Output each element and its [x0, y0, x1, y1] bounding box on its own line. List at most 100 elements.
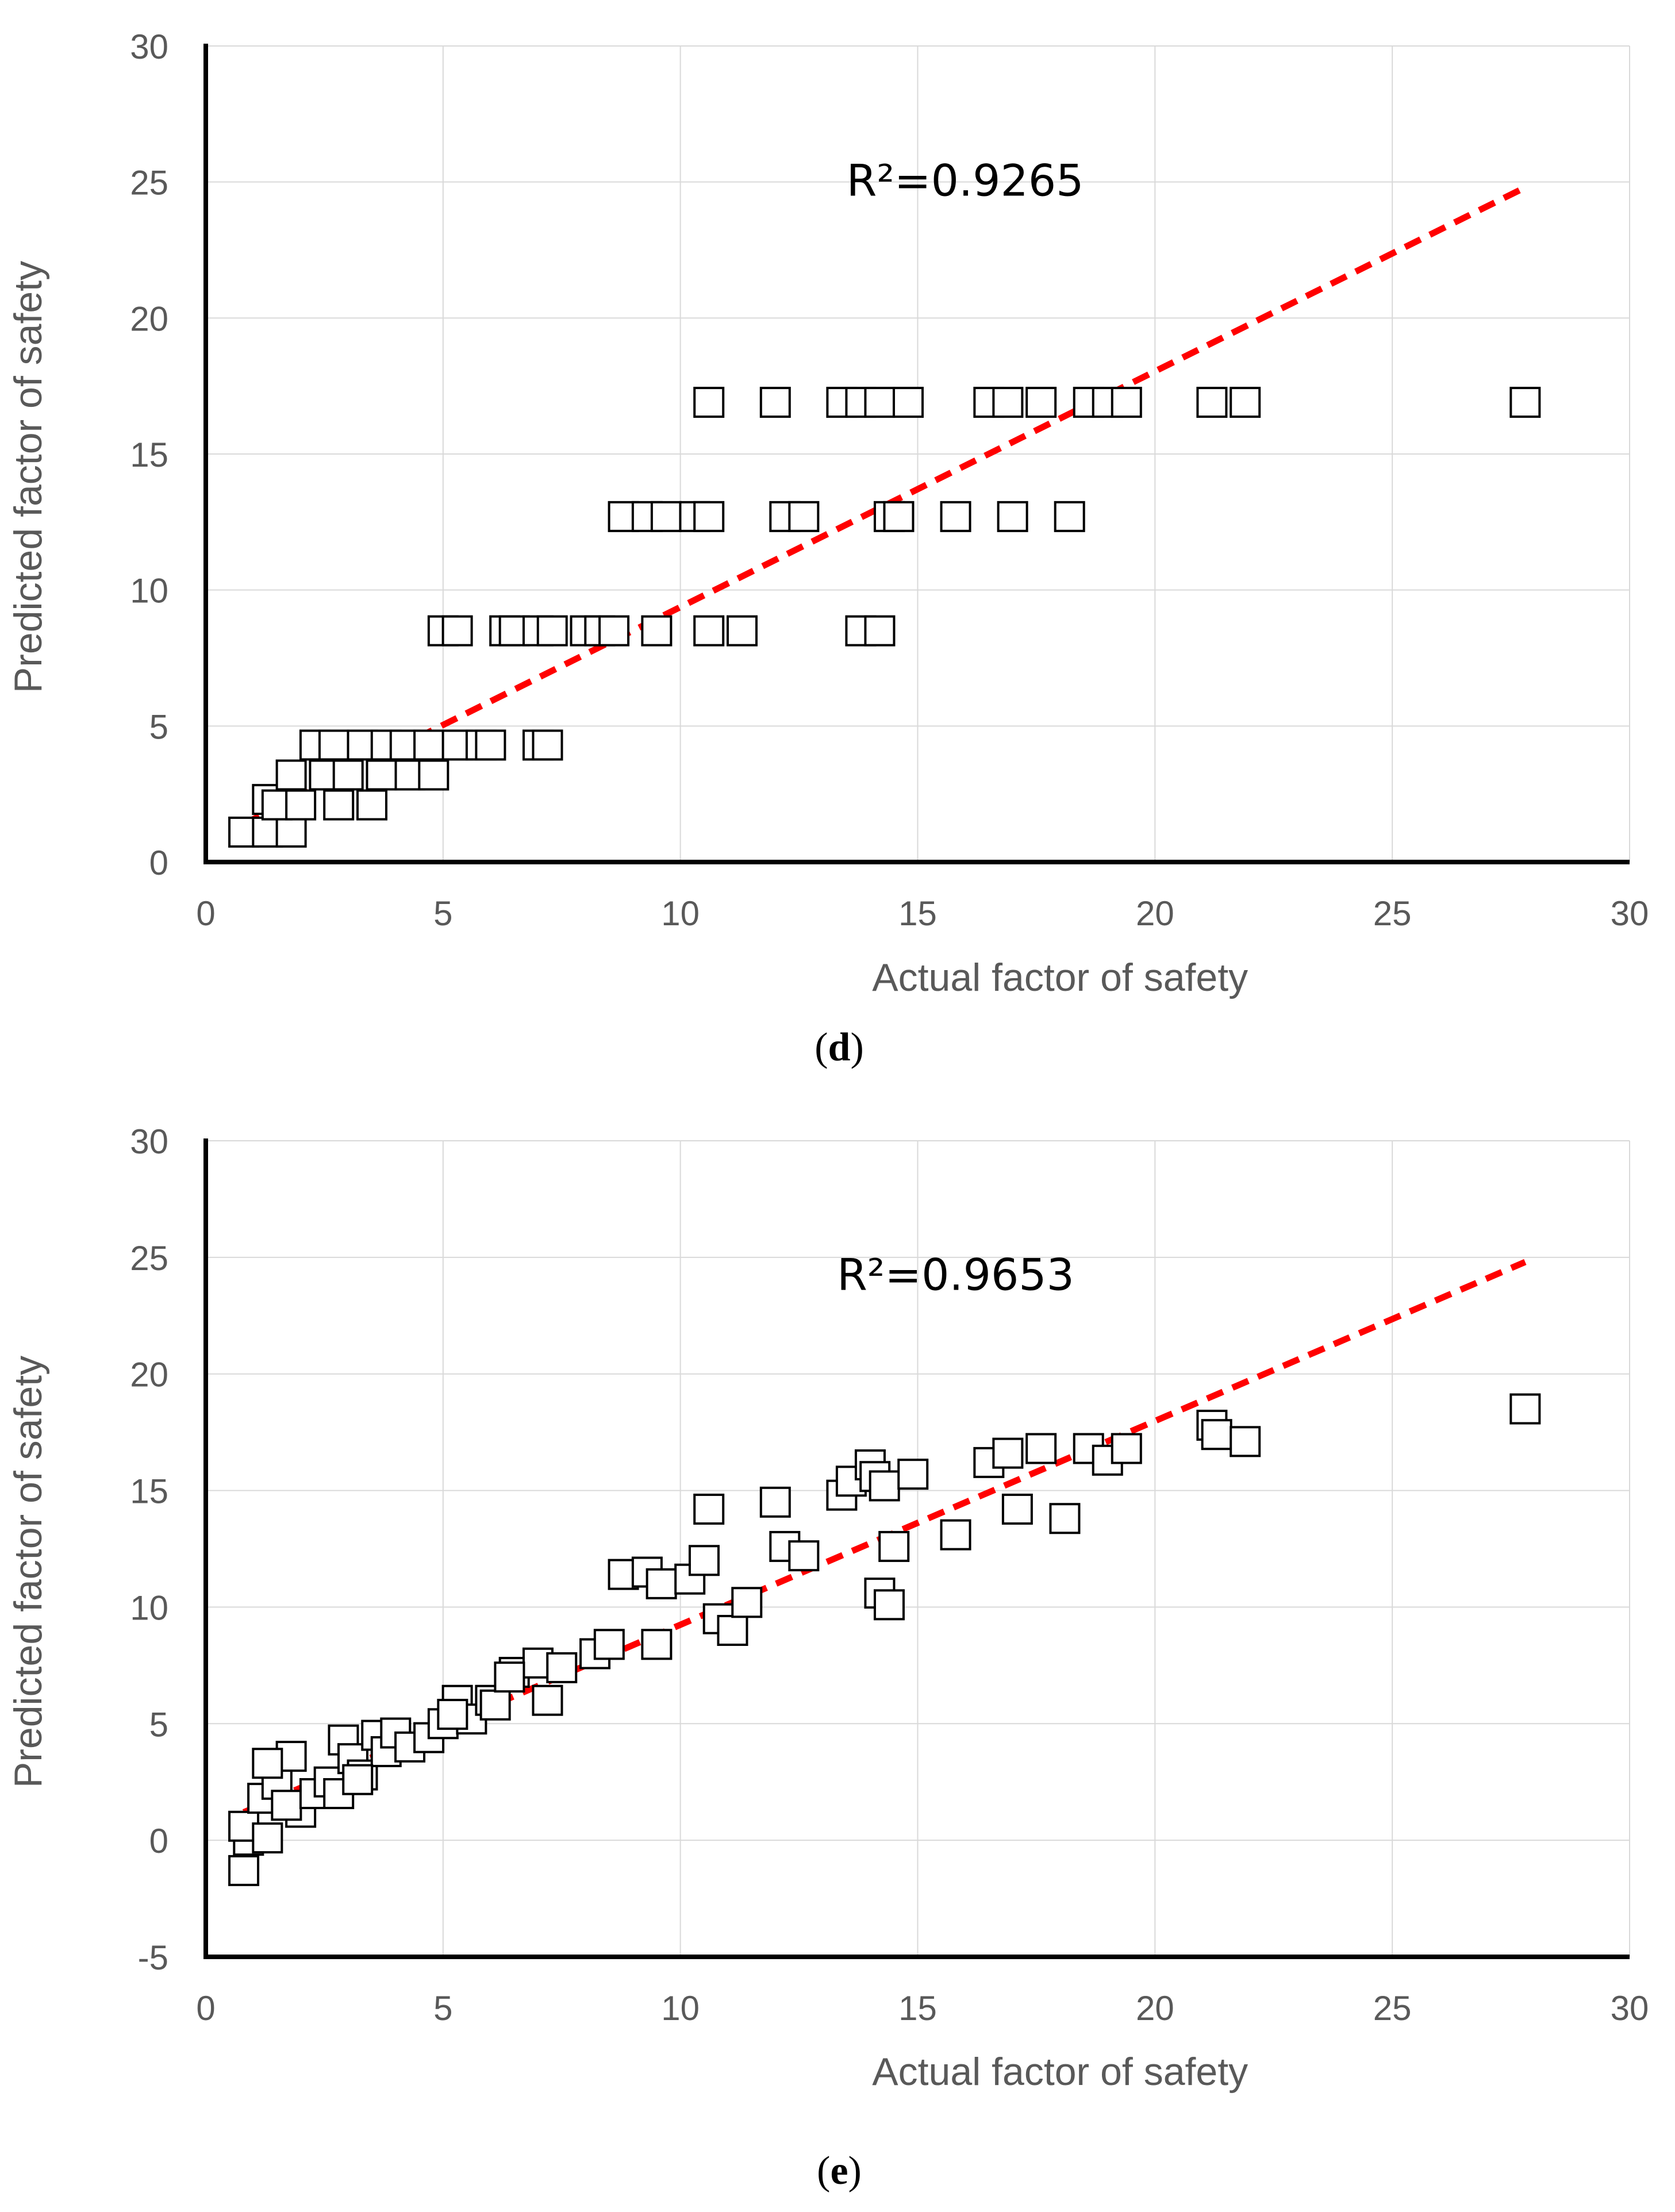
y-axis-title: Predicted factor of safety: [6, 261, 50, 693]
x-tick-label: 30: [1611, 1989, 1649, 2028]
data-point: [646, 1568, 677, 1599]
x-tick-label: 10: [661, 894, 700, 933]
data-point: [693, 501, 725, 532]
data-point: [271, 1790, 302, 1821]
data-point: [1025, 387, 1057, 418]
data-point: [997, 501, 1028, 532]
y-tick-label: 30: [130, 28, 168, 66]
data-point: [940, 1519, 971, 1551]
data-points: [228, 387, 1541, 848]
y-tick-label: 30: [130, 1122, 168, 1161]
data-point: [532, 1684, 563, 1716]
panel-caption: (e): [817, 2149, 862, 2193]
data-point: [788, 1540, 820, 1572]
data-point: [878, 1530, 910, 1562]
data-point: [1054, 501, 1085, 532]
data-point: [437, 1699, 468, 1730]
tick-labels: 0 5 10 15 20 25 30 0 5 10 15 20 25 30: [130, 28, 1649, 933]
data-point: [418, 759, 450, 791]
data-point: [992, 1437, 1024, 1469]
data-point: [897, 1459, 929, 1490]
axes: [203, 44, 1630, 864]
data-point: [275, 759, 307, 791]
data-point: [873, 1589, 905, 1621]
y-axis-title: Predicted factor of safety: [6, 1356, 50, 1788]
data-point: [441, 615, 473, 647]
x-tick-label: 15: [898, 1989, 937, 2028]
x-tick-label: 5: [433, 894, 452, 933]
data-point: [641, 615, 673, 647]
trendline: [242, 184, 1527, 827]
data-point: [883, 501, 915, 532]
data-point: [731, 1587, 763, 1618]
chart-panel-d: 0 5 10 15 20 25 30 0 5 10 15 20 25 30 R²=0.9265 Actua…: [6, 28, 1649, 1070]
data-points: [228, 1393, 1541, 1886]
x-tick-label: 10: [661, 1989, 700, 2028]
data-point: [940, 501, 971, 532]
data-point: [788, 501, 820, 532]
x-axis-title: Actual factor of safety: [872, 2050, 1248, 2094]
data-point: [475, 729, 506, 761]
y-tick-label: 0: [149, 1822, 168, 1860]
data-point: [546, 1652, 578, 1683]
data-point: [598, 615, 630, 647]
x-tick-label: 5: [433, 1989, 452, 2028]
data-point: [494, 1661, 525, 1693]
tick-labels: 0 5 10 15 20 25 30 -5 0 5 10 15 20 25 30: [130, 1122, 1649, 2028]
data-point: [1111, 1433, 1142, 1464]
data-point: [759, 387, 791, 418]
data-point: [228, 1855, 260, 1886]
data-point: [641, 1629, 673, 1660]
y-tick-label: 5: [149, 707, 168, 746]
data-point: [413, 729, 445, 761]
data-point: [693, 387, 725, 418]
y-tick-label: 20: [130, 1356, 168, 1394]
data-point: [869, 1470, 900, 1502]
data-point: [992, 387, 1024, 418]
x-axis-title: Actual factor of safety: [872, 956, 1248, 999]
data-point: [366, 759, 397, 791]
chart-panel-e: 0 5 10 15 20 25 30 -5 0 5 10 15 20 25 30 R²=0.9653 Act…: [6, 1122, 1649, 2193]
x-tick-label: 20: [1136, 1989, 1174, 2028]
x-tick-label: 25: [1373, 1989, 1412, 2028]
data-point: [532, 729, 563, 761]
x-tick-label: 25: [1373, 894, 1412, 933]
panel-caption-letter: d: [828, 1025, 851, 1070]
data-point: [717, 1615, 748, 1646]
y-tick-label: 25: [130, 1239, 168, 1278]
data-point: [650, 501, 682, 532]
data-point: [536, 615, 568, 647]
data-point: [252, 1822, 283, 1854]
data-point: [1196, 387, 1228, 418]
data-point: [252, 1748, 283, 1779]
data-point: [318, 729, 349, 761]
data-point: [479, 1689, 511, 1721]
data-point: [332, 759, 364, 791]
data-point: [1201, 1419, 1232, 1451]
data-point: [275, 816, 307, 848]
data-point: [1509, 387, 1541, 418]
x-tick-label: 0: [196, 1989, 215, 2028]
data-point: [892, 387, 924, 418]
data-point: [693, 615, 725, 647]
y-tick-label: -5: [138, 1938, 168, 1977]
y-tick-label: 10: [130, 572, 168, 610]
data-point: [1230, 387, 1261, 418]
x-tick-label: 30: [1611, 894, 1649, 933]
data-point: [688, 1545, 720, 1576]
r-squared-annotation: R²=0.9653: [837, 1249, 1074, 1301]
data-point: [759, 1486, 791, 1518]
panel-caption: (d): [815, 1025, 864, 1070]
y-tick-label: 20: [130, 299, 168, 338]
data-point: [1025, 1433, 1057, 1464]
r-squared-annotation: R²=0.9265: [847, 155, 1084, 206]
data-point: [1111, 387, 1142, 418]
gridlines: [206, 1140, 1630, 1957]
data-point: [1001, 1494, 1033, 1525]
data-point: [727, 615, 758, 647]
data-point: [285, 789, 317, 821]
data-point: [323, 789, 355, 821]
data-point: [693, 1494, 725, 1525]
y-tick-label: 25: [130, 164, 168, 202]
